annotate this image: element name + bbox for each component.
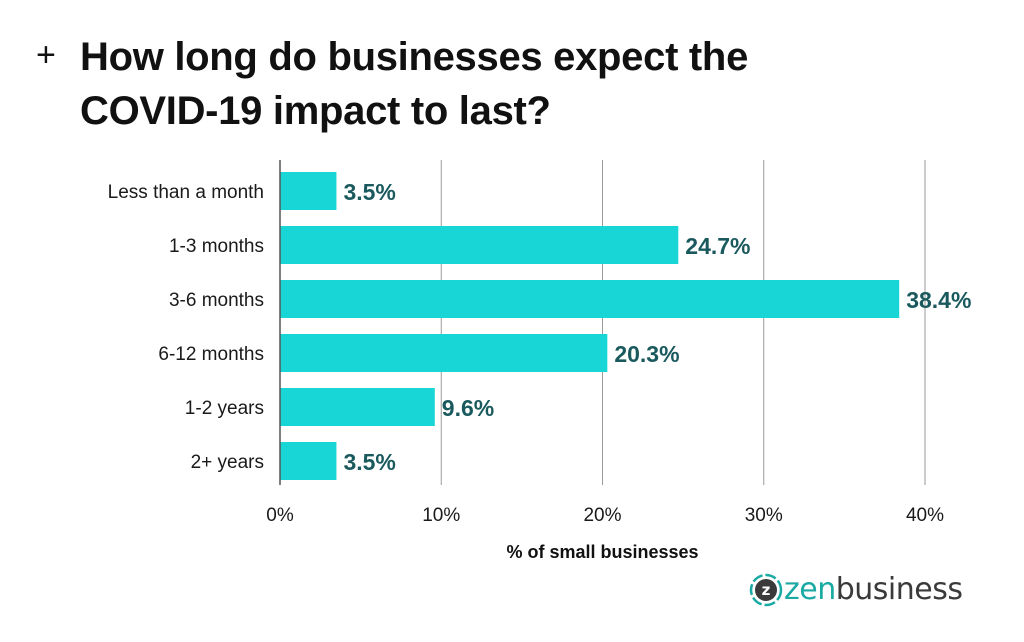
logo-wordmark-accent: zen [784, 572, 836, 607]
value-label: 3.5% [343, 449, 395, 475]
zenbusiness-logo-mark-icon: z [749, 573, 783, 607]
category-label: 6-12 months [158, 344, 264, 365]
bar [280, 442, 337, 480]
x-tick-label: 20% [583, 505, 621, 526]
category-label: Less than a month [108, 182, 264, 203]
chart-title: How long do businesses expect the COVID-… [80, 35, 749, 133]
category-label: 2+ years [191, 452, 264, 473]
value-label: 3.5% [343, 179, 395, 205]
x-tick-label: 10% [422, 505, 460, 526]
x-tick-label: 40% [906, 505, 944, 526]
bar [280, 388, 435, 426]
logo-wordmark-rest: business [835, 572, 963, 607]
x-tick-label: 30% [745, 505, 783, 526]
value-label: 24.7% [685, 233, 750, 259]
value-label: 38.4% [906, 287, 971, 313]
bar [280, 334, 608, 372]
logo-wordmark: zenbusiness [784, 572, 963, 607]
logo-mark-letter: z [762, 581, 771, 599]
plus-icon: + [36, 36, 56, 74]
value-label: 9.6% [442, 395, 494, 421]
category-label: 3-6 months [169, 290, 264, 311]
zenbusiness-logo: z zenbusiness [748, 570, 963, 610]
x-tick-label: 0% [266, 505, 294, 526]
category-label: 1-3 months [169, 236, 264, 257]
category-label: 1-2 years [185, 398, 264, 419]
x-axis-label: % of small businesses [506, 542, 698, 562]
value-label: 20.3% [614, 341, 679, 367]
bar [280, 280, 900, 318]
bar [280, 172, 337, 210]
bar [280, 226, 679, 264]
